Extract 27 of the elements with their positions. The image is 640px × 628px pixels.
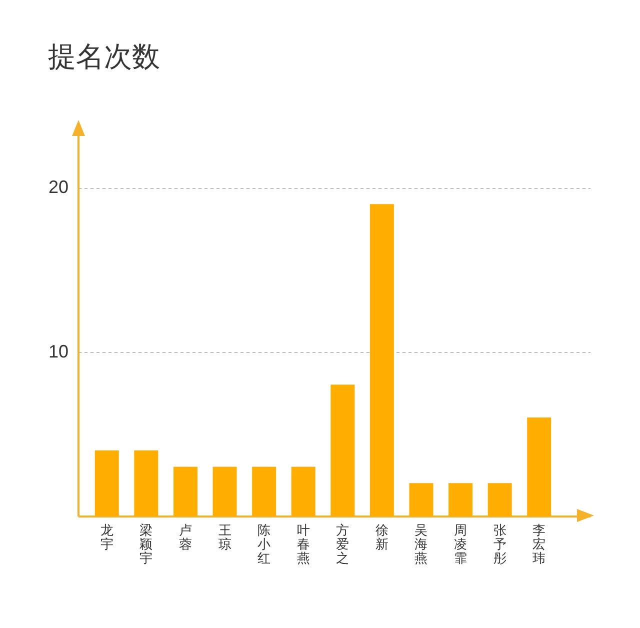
bar: [409, 483, 434, 516]
x-tick-label: 龙宇: [100, 522, 114, 552]
x-tick-label: 吴海燕: [414, 522, 428, 566]
x-tick-label: 卢蓉: [178, 522, 192, 552]
x-tick-label: 徐新: [375, 522, 388, 552]
bar: [212, 466, 237, 516]
bar: [330, 384, 355, 516]
bar: [252, 466, 276, 516]
y-tick-label: 20: [48, 177, 68, 198]
x-tick-label: 王琼: [218, 522, 232, 552]
bar: [94, 450, 119, 516]
x-tick-label: 李宏玮: [532, 522, 546, 566]
x-tick-label: 梁颖宇: [140, 522, 153, 566]
bar: [370, 204, 394, 516]
bar: [134, 450, 158, 516]
x-tick-label: 张予彤: [493, 522, 506, 566]
bar: [488, 483, 512, 516]
x-tick-label: 陈小红: [258, 522, 271, 566]
bar: [448, 483, 473, 516]
x-tick-label: 周凌霏: [454, 522, 468, 566]
x-tick-label: 方爱之: [336, 522, 350, 566]
chart-title: 提名次数: [48, 41, 160, 72]
x-tick-label: 叶春燕: [296, 522, 310, 566]
bar: [173, 466, 198, 516]
bar: [527, 418, 552, 516]
bar: [291, 466, 316, 516]
y-tick-label: 10: [48, 341, 68, 362]
